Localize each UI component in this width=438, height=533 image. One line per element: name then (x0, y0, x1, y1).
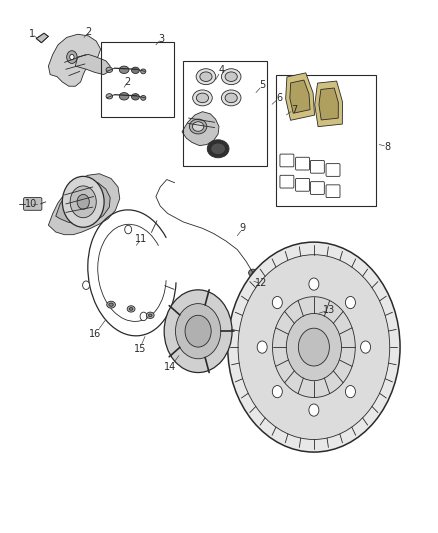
Circle shape (164, 290, 232, 373)
Polygon shape (290, 80, 310, 113)
Circle shape (298, 328, 329, 366)
Ellipse shape (192, 122, 204, 131)
Ellipse shape (225, 72, 237, 82)
Circle shape (185, 316, 211, 347)
Ellipse shape (127, 306, 135, 312)
Text: 3: 3 (159, 34, 165, 44)
Ellipse shape (196, 93, 208, 103)
Circle shape (257, 341, 267, 353)
Text: 1: 1 (29, 29, 35, 39)
Circle shape (83, 281, 90, 289)
Ellipse shape (207, 140, 229, 158)
Circle shape (360, 341, 371, 353)
Polygon shape (56, 182, 110, 224)
Circle shape (346, 385, 356, 398)
Circle shape (125, 225, 132, 234)
Text: 11: 11 (135, 234, 148, 244)
Polygon shape (48, 174, 120, 235)
Text: 12: 12 (254, 278, 267, 288)
Text: 8: 8 (385, 142, 391, 152)
Circle shape (67, 51, 77, 63)
Text: 2: 2 (124, 77, 131, 87)
Ellipse shape (249, 269, 257, 277)
Ellipse shape (106, 67, 113, 72)
Bar (184, 61, 267, 166)
Polygon shape (48, 34, 101, 86)
Ellipse shape (119, 93, 129, 100)
Bar (101, 42, 174, 117)
Circle shape (176, 304, 221, 359)
Ellipse shape (146, 312, 154, 318)
Ellipse shape (200, 72, 212, 82)
FancyBboxPatch shape (24, 198, 42, 211)
Polygon shape (315, 81, 343, 127)
Text: 13: 13 (323, 305, 336, 315)
Text: 10: 10 (25, 199, 37, 209)
Ellipse shape (131, 94, 139, 100)
Circle shape (70, 186, 96, 217)
Circle shape (228, 242, 400, 452)
Ellipse shape (221, 90, 241, 106)
Circle shape (70, 54, 74, 60)
Bar (276, 75, 376, 206)
Polygon shape (319, 88, 338, 120)
Ellipse shape (193, 90, 212, 106)
Ellipse shape (189, 119, 207, 134)
Circle shape (238, 255, 390, 440)
Ellipse shape (131, 67, 139, 74)
Ellipse shape (106, 94, 113, 99)
Text: 7: 7 (291, 104, 297, 115)
Polygon shape (182, 112, 219, 146)
Circle shape (309, 278, 319, 290)
Circle shape (272, 296, 283, 309)
Ellipse shape (107, 301, 116, 308)
Text: 6: 6 (276, 93, 282, 103)
Ellipse shape (109, 303, 113, 306)
Text: 5: 5 (259, 80, 266, 90)
Ellipse shape (225, 93, 237, 103)
Circle shape (62, 176, 104, 227)
Ellipse shape (196, 69, 216, 85)
Circle shape (309, 404, 319, 416)
Text: 14: 14 (164, 362, 177, 372)
Ellipse shape (141, 95, 146, 100)
Text: 16: 16 (89, 329, 101, 340)
Circle shape (77, 195, 89, 209)
Ellipse shape (119, 66, 129, 74)
Text: 2: 2 (85, 27, 92, 37)
Ellipse shape (211, 143, 226, 155)
Ellipse shape (141, 69, 146, 74)
Circle shape (272, 385, 283, 398)
Text: 4: 4 (218, 66, 224, 75)
Circle shape (272, 297, 355, 398)
Ellipse shape (221, 69, 241, 85)
Ellipse shape (129, 308, 133, 310)
Polygon shape (286, 73, 314, 120)
Circle shape (140, 312, 147, 321)
Circle shape (286, 313, 342, 381)
Polygon shape (36, 33, 48, 43)
Circle shape (346, 296, 356, 309)
Text: 9: 9 (240, 223, 246, 233)
Text: 15: 15 (134, 344, 146, 354)
Polygon shape (75, 54, 110, 75)
Ellipse shape (148, 314, 152, 317)
